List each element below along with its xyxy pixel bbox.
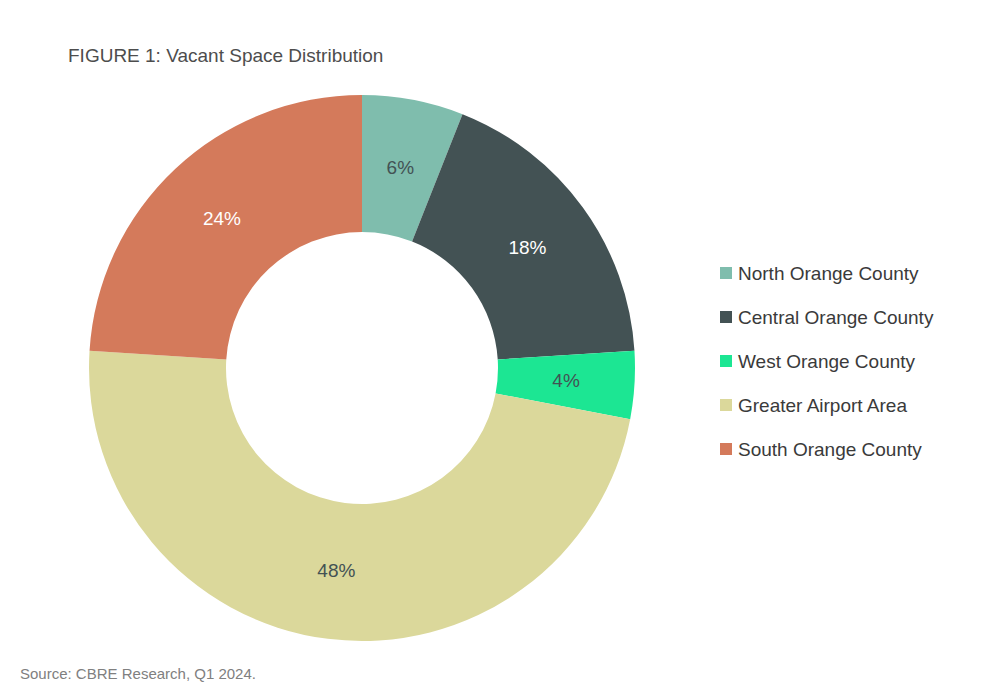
data-label: 6% — [387, 157, 415, 178]
slice — [412, 114, 634, 359]
data-label: 18% — [508, 237, 546, 258]
legend-swatch — [720, 443, 732, 455]
legend-label: North Orange County — [738, 263, 919, 284]
legend-swatch — [720, 355, 732, 367]
legend-label: West Orange County — [738, 351, 916, 372]
data-label: 48% — [317, 560, 355, 581]
data-labels: 6% 18% 4% 48% 24% — [203, 157, 580, 582]
legend-label: Central Orange County — [738, 307, 934, 328]
chart-root: FIGURE 1: Vacant Space Distribution Sourc… — [0, 0, 997, 693]
data-label: 4% — [552, 370, 580, 391]
slice — [90, 95, 362, 359]
slice — [89, 351, 630, 641]
legend: North Orange County Central Orange County… — [720, 263, 934, 460]
legend-swatch — [720, 267, 732, 279]
data-label: 24% — [203, 208, 241, 229]
legend-label: Greater Airport Area — [738, 395, 907, 416]
chart-title: FIGURE 1: Vacant Space Distribution — [68, 45, 383, 66]
legend-swatch — [720, 311, 732, 323]
legend-label: South Orange County — [738, 439, 922, 460]
chart-svg: FIGURE 1: Vacant Space Distribution Sourc… — [0, 0, 997, 693]
slices — [89, 95, 635, 641]
source-note: Source: CBRE Research, Q1 2024. — [20, 665, 256, 682]
legend-swatch — [720, 399, 732, 411]
